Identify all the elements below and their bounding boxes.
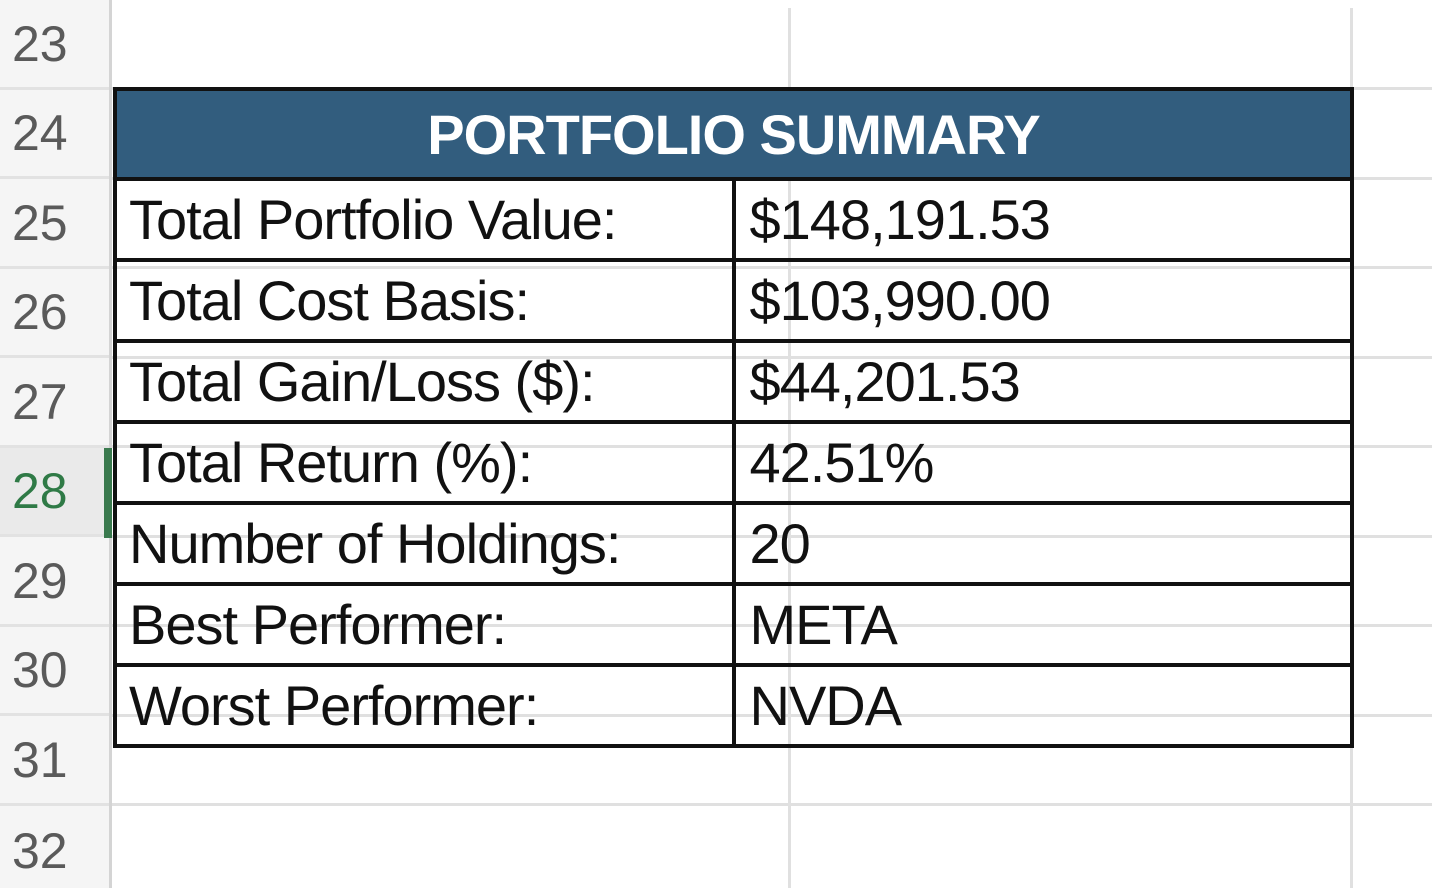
summary-row-number-of-holdings: Number of Holdings: 20 [113, 501, 1354, 586]
row-header-23[interactable]: 23 [0, 0, 109, 90]
value-cell[interactable]: $148,191.53 [731, 177, 1354, 262]
label-cell[interactable]: Worst Performer: [113, 663, 736, 748]
summary-row-total-gain-loss: Total Gain/Loss ($): $44,201.53 [113, 339, 1354, 424]
summary-row-best-performer: Best Performer: META [113, 582, 1354, 667]
portfolio-summary-table: PORTFOLIO SUMMARY Total Portfolio Value:… [113, 87, 1354, 748]
row-header-28[interactable]: 28 [0, 448, 109, 537]
row-header-24[interactable]: 24 [0, 90, 109, 179]
row-header-27[interactable]: 27 [0, 358, 109, 448]
summary-row-worst-performer: Worst Performer: NVDA [113, 663, 1354, 748]
summary-title-row: PORTFOLIO SUMMARY [113, 87, 1354, 181]
row-header-32[interactable]: 32 [12, 822, 68, 879]
summary-row-total-cost-basis: Total Cost Basis: $103,990.00 [113, 258, 1354, 343]
summary-row-total-portfolio-value: Total Portfolio Value: $148,191.53 [113, 177, 1354, 262]
label-cell-selected[interactable]: Total Return (%): [113, 420, 736, 505]
value-cell[interactable]: 42.51% [731, 420, 1354, 505]
value-cell[interactable]: META [731, 582, 1354, 667]
row-header-26[interactable]: 26 [0, 269, 109, 358]
value-cell[interactable]: $103,990.00 [731, 258, 1354, 343]
active-row-indicator [104, 448, 112, 538]
row-header-30[interactable]: 30 [0, 627, 109, 716]
value-cell[interactable]: $44,201.53 [731, 339, 1354, 424]
summary-row-total-return: Total Return (%): 42.51% [113, 420, 1354, 505]
label-cell[interactable]: Total Gain/Loss ($): [113, 339, 736, 424]
row-gridline [112, 803, 1432, 806]
label-cell[interactable]: Number of Holdings: [113, 501, 736, 586]
summary-title-cell[interactable]: PORTFOLIO SUMMARY [113, 87, 1354, 181]
value-cell[interactable]: 20 [731, 501, 1354, 586]
row-header-29[interactable]: 29 [0, 537, 109, 627]
label-cell[interactable]: Total Portfolio Value: [113, 177, 736, 262]
row-header-25[interactable]: 25 [0, 179, 109, 269]
label-cell[interactable]: Total Cost Basis: [113, 258, 736, 343]
label-cell[interactable]: Best Performer: [113, 582, 736, 667]
row-header-31[interactable]: 31 [0, 716, 109, 806]
row-header-column: 23 24 25 26 27 28 29 30 31 32 [0, 0, 112, 888]
value-cell[interactable]: NVDA [731, 663, 1354, 748]
